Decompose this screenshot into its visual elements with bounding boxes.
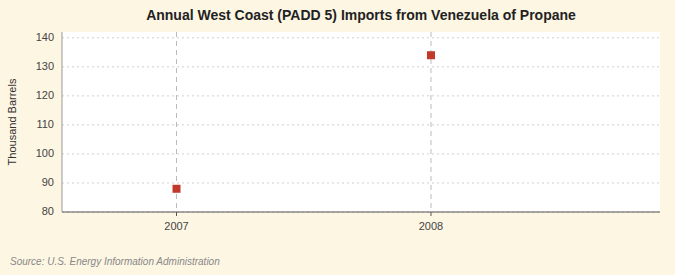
y-tick-label: 110 <box>36 118 54 130</box>
y-tick-label: 90 <box>42 176 54 188</box>
data-point <box>427 51 435 59</box>
y-grid-line <box>62 66 660 67</box>
plot-background <box>62 32 660 212</box>
x-tick-label: 2008 <box>419 220 443 232</box>
x-tick-mark <box>430 212 431 216</box>
y-tick-label: 130 <box>36 60 54 72</box>
chart-title: Annual West Coast (PADD 5) Imports from … <box>146 7 576 23</box>
y-axis-label: Thousand Barrels <box>6 78 18 165</box>
y-grid-line <box>62 124 660 125</box>
x-axis-line <box>62 212 660 213</box>
y-grid-line <box>62 37 660 38</box>
y-tick-label: 100 <box>36 147 54 159</box>
source-annotation: Source: U.S. Energy Information Administ… <box>10 256 220 267</box>
chart-container: 80 90 100 110 120 130 140 2007 2008 Annual West C… <box>0 0 675 275</box>
x-tick-mark <box>176 212 177 216</box>
y-tick-label: 80 <box>42 205 54 217</box>
chart-svg: 80 90 100 110 120 130 140 2007 2008 Annual West C… <box>0 0 675 275</box>
y-grid-line <box>62 95 660 96</box>
data-points <box>173 51 435 193</box>
y-grid-line <box>62 153 660 154</box>
y-tick-label: 120 <box>36 89 54 101</box>
y-grid-line <box>62 212 660 213</box>
data-point <box>173 185 181 193</box>
y-axis-line <box>62 32 63 212</box>
background <box>0 0 675 275</box>
y-tick-label: 140 <box>36 31 54 43</box>
x-tick-label: 2007 <box>164 220 188 232</box>
y-grid-line <box>62 182 660 183</box>
